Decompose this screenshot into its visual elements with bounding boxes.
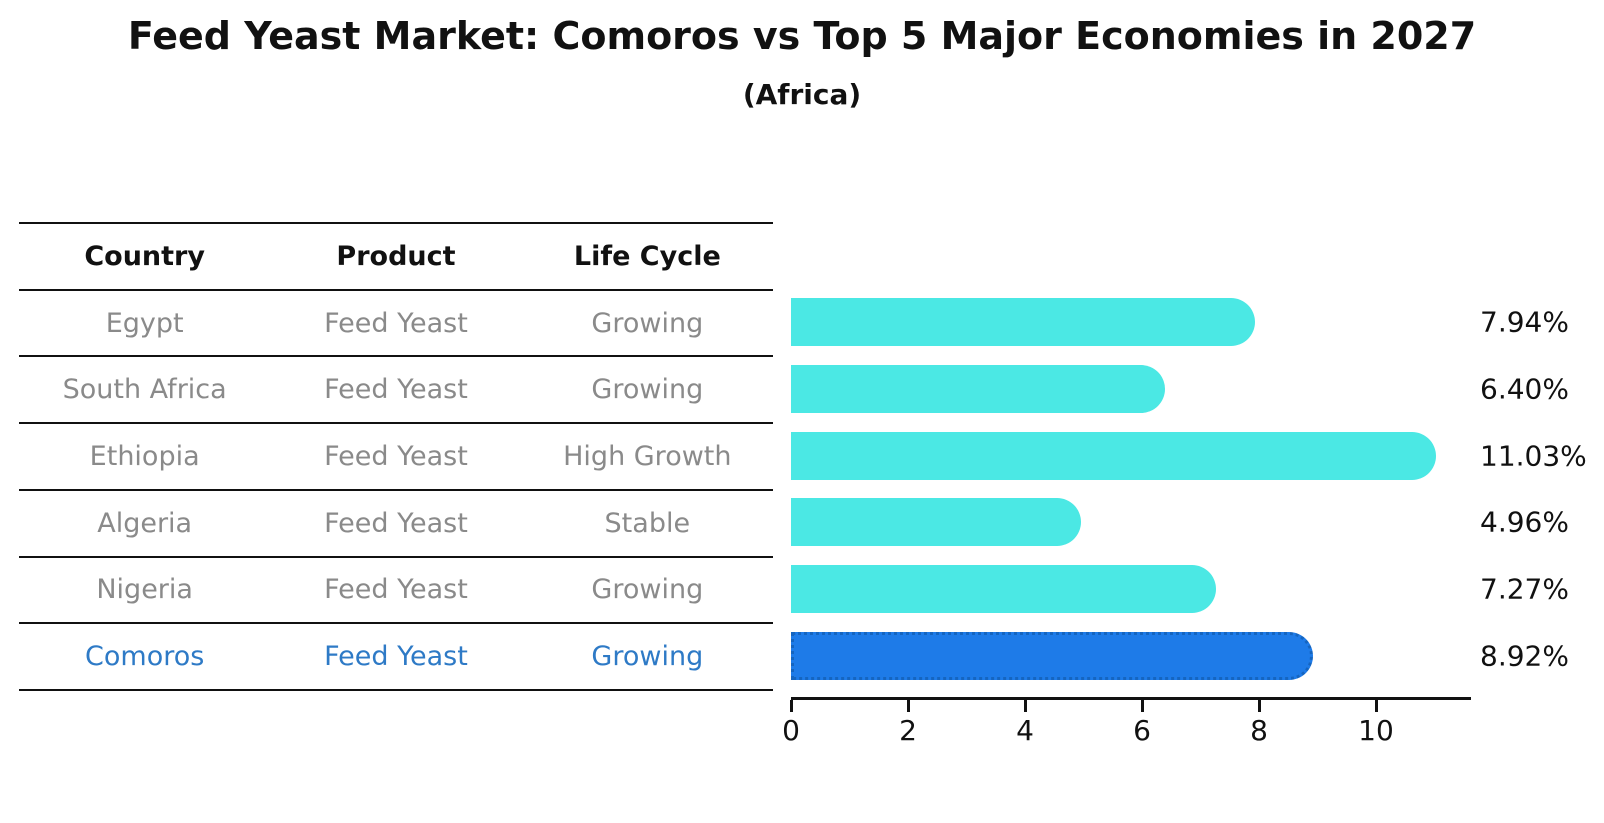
x-tick-mark (1024, 700, 1027, 712)
table-row-algeria: Algeria Feed Yeast Stable (19, 491, 773, 558)
table-cell-life-cycle: Growing (591, 574, 704, 606)
table-header-life-cycle: Life Cycle (573, 240, 721, 272)
chart-title: Feed Yeast Market: Comoros vs Top 5 Majo… (127, 14, 1477, 58)
x-tick-mark (907, 700, 910, 712)
table-cell-product: Feed Yeast (324, 374, 468, 406)
table-cell-country: Egypt (105, 307, 184, 339)
x-tick-label: 0 (782, 714, 800, 747)
table-row-egypt: Egypt Feed Yeast Growing (19, 291, 773, 358)
table-cell-product: Feed Yeast (324, 307, 468, 339)
table-cell-life-cycle: Growing (591, 374, 704, 406)
country-table: Country Product Life Cycle Egypt Feed Yea… (19, 222, 773, 692)
table-cell-life-cycle: Growing (591, 307, 704, 339)
bar-south-africa (791, 365, 1166, 414)
table-cell-country: Nigeria (96, 574, 193, 606)
table-cell-life-cycle: Stable (604, 507, 691, 539)
table-cell-product: Feed Yeast (324, 641, 468, 673)
table-cell-country: Ethiopia (89, 441, 200, 473)
x-tick-mark (1258, 700, 1261, 712)
table-row-nigeria: Nigeria Feed Yeast Growing (19, 558, 773, 625)
table-cell-life-cycle: Growing (591, 641, 704, 673)
table-row-south-africa: South Africa Feed Yeast Growing (19, 357, 773, 425)
x-tick-mark (1141, 700, 1144, 712)
x-tick-label: 4 (1016, 714, 1034, 747)
table-cell-product: Feed Yeast (324, 574, 468, 606)
x-tick-mark (790, 700, 793, 712)
x-tick-label: 2 (899, 714, 917, 747)
table-header-row: Country Product Life Cycle (19, 224, 773, 291)
bar-comoros (791, 631, 1313, 680)
bar-algeria (791, 498, 1082, 547)
table-cell-country: Algeria (97, 507, 193, 539)
x-tick-label: 6 (1133, 714, 1151, 747)
table-cell-product: Feed Yeast (324, 507, 468, 539)
bar-egypt (791, 298, 1256, 347)
table-cell-country: Comoros (85, 641, 205, 673)
table-cell-product: Feed Yeast (324, 441, 468, 473)
bar-nigeria (791, 565, 1217, 614)
table-header-product: Product (336, 240, 456, 272)
x-tick-label: 10 (1358, 714, 1394, 747)
bar-ethiopia (791, 431, 1437, 480)
x-tick-mark (1375, 700, 1378, 712)
x-axis-line (791, 697, 1471, 700)
bar-value-label-algeria: 4.96% (1480, 505, 1569, 539)
bar-value-label-comoros: 8.92% (1480, 639, 1569, 673)
table-cell-life-cycle: High Growth (563, 441, 732, 473)
table-row-comoros: Comoros Feed Yeast Growing (19, 624, 773, 692)
table-cell-country: South Africa (62, 374, 227, 406)
bar-value-label-egypt: 7.94% (1480, 305, 1569, 339)
bar-value-label-nigeria: 7.27% (1480, 572, 1569, 606)
table-header-country: Country (84, 240, 205, 272)
table-row-ethiopia: Ethiopia Feed Yeast High Growth (19, 424, 773, 491)
chart-subtitle: (Africa) (742, 78, 862, 111)
bar-value-label-south-africa: 6.40% (1480, 372, 1569, 406)
x-tick-label: 8 (1250, 714, 1268, 747)
bar-value-label-ethiopia: 11.03% (1480, 439, 1587, 473)
